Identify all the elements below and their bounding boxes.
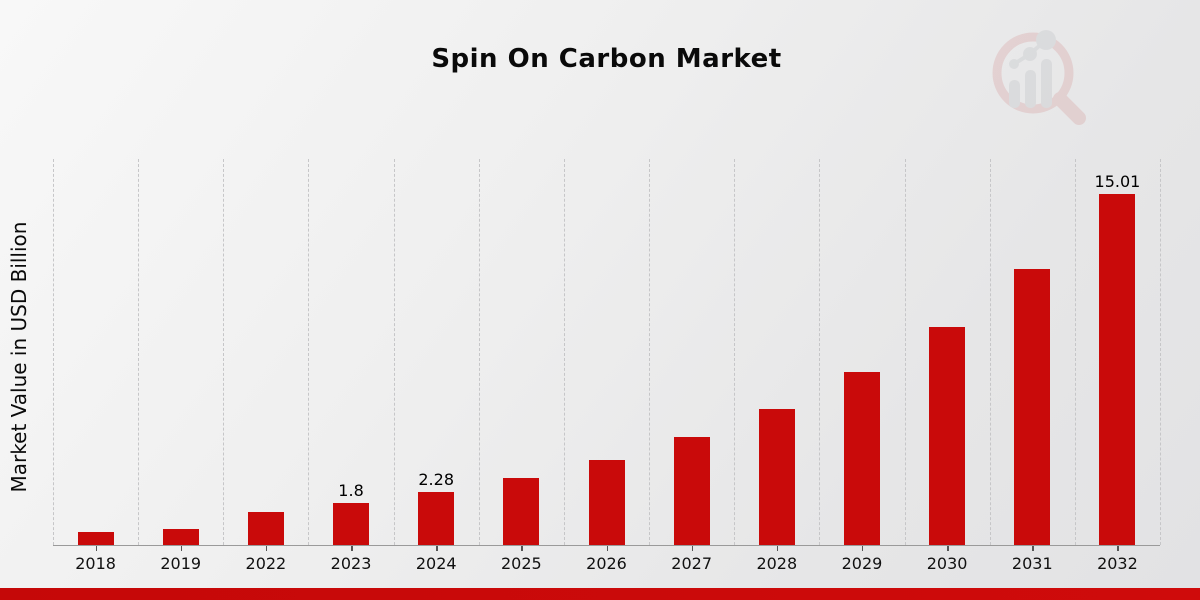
x-tick-label-2018: 2018 (75, 554, 116, 573)
x-tick-label-2024: 2024 (415, 554, 457, 573)
x-axis-tick (436, 546, 438, 551)
vertical-gridline (138, 159, 140, 545)
bar-2019 (162, 529, 199, 545)
bar-2032 (1099, 194, 1136, 545)
vertical-gridline (734, 159, 736, 545)
x-tick-label-2027: 2027 (671, 554, 712, 573)
chart-title: Spin On Carbon Market (431, 44, 782, 74)
magnifier-bar-chart-logo-icon (992, 30, 1086, 125)
bar-2026 (588, 460, 625, 545)
x-axis-tick (180, 546, 183, 551)
x-axis-tick (521, 546, 523, 551)
vertical-gridline (223, 159, 225, 545)
vertical-gridline (53, 159, 54, 545)
x-tick-label-2030: 2030 (926, 554, 968, 573)
bar-2024 (418, 492, 455, 545)
bar-2028 (758, 409, 795, 545)
x-axis-tick (1117, 546, 1119, 551)
bar-2023 (333, 503, 370, 545)
bar-2030 (929, 327, 966, 545)
vertical-gridline (1160, 159, 1161, 545)
x-tick-label-2019: 2019 (160, 554, 202, 573)
x-axis-tick (947, 546, 949, 551)
x-tick-label-2032: 2032 (1097, 554, 1138, 573)
vertical-gridline (819, 159, 821, 545)
vertical-gridline (1074, 159, 1076, 545)
bar-2022 (247, 512, 284, 545)
bar-2018 (77, 532, 114, 545)
x-axis-tick (606, 546, 608, 551)
bar-value-label-2023: 1.8 (338, 481, 364, 500)
vertical-gridline (563, 159, 565, 545)
x-tick-label-2029: 2029 (841, 554, 883, 573)
bar-2029 (843, 372, 880, 545)
vertical-gridline (393, 159, 395, 545)
vertical-gridline (478, 159, 480, 545)
bar-2027 (673, 437, 710, 545)
x-axis-tick (776, 546, 779, 551)
x-axis-tick (691, 546, 694, 551)
x-tick-label-2022: 2022 (245, 554, 287, 573)
vertical-gridline (989, 159, 991, 545)
bar-value-label-2024: 2.28 (418, 470, 454, 489)
footer-accent-bar (0, 588, 1200, 600)
bar-2025 (503, 478, 540, 545)
bar-2031 (1014, 269, 1051, 545)
vertical-gridline (308, 159, 310, 545)
vertical-gridline (649, 159, 651, 545)
x-axis-line (53, 545, 1160, 546)
x-tick-label-2023: 2023 (330, 554, 372, 573)
x-tick-label-2026: 2026 (586, 554, 627, 573)
x-axis-tick (95, 546, 98, 551)
x-tick-label-2031: 2031 (1011, 554, 1053, 573)
bar-value-label-2032: 15.01 (1094, 172, 1141, 191)
x-axis-tick (265, 546, 268, 551)
vertical-gridline (904, 159, 906, 545)
x-tick-label-2028: 2028 (756, 554, 798, 573)
x-axis-tick (1032, 546, 1034, 551)
x-axis-tick (351, 546, 353, 551)
x-axis-tick (861, 546, 864, 551)
x-tick-label-2025: 2025 (500, 554, 542, 573)
